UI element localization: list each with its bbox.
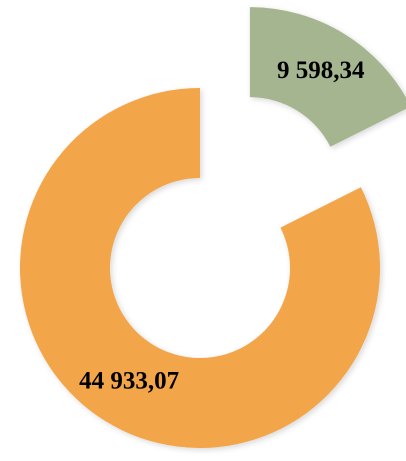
slice — [20, 88, 381, 448]
slice — [249, 7, 406, 147]
data-label: 44 933,07 — [79, 368, 179, 395]
data-label: 9 598,34 — [277, 57, 365, 84]
